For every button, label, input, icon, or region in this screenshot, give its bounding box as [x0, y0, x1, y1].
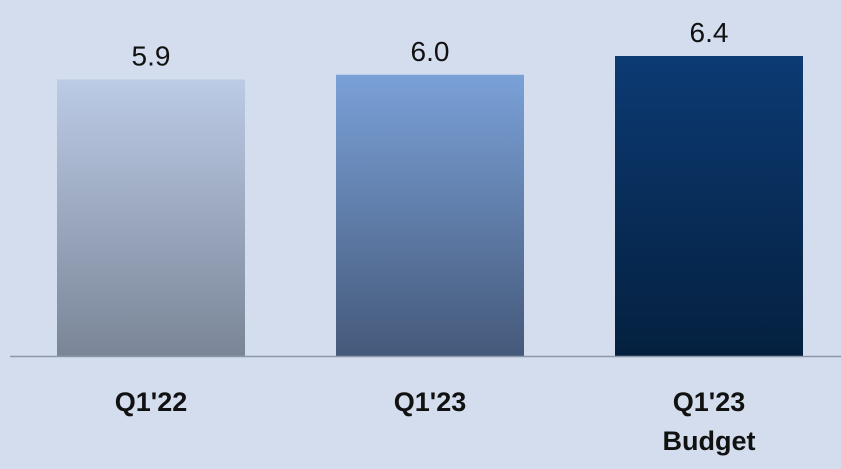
category-label-line: Q1'22: [115, 387, 187, 417]
value-label-1: 5.9: [132, 40, 171, 71]
bar-3: [615, 56, 803, 356]
category-label-line: Q1'23: [394, 387, 466, 417]
category-label-3: Q1'23 Budget: [663, 387, 756, 456]
value-label-3: 6.4: [690, 17, 729, 48]
category-label-line: Budget: [663, 426, 756, 456]
bars-group: [57, 56, 803, 356]
category-labels-group: Q1'22 Q1'23 Q1'23 Budget: [115, 387, 756, 456]
bar-1: [57, 79, 245, 356]
category-label-1: Q1'22: [115, 387, 187, 417]
bar-2: [336, 74, 524, 356]
value-label-2: 6.0: [411, 36, 450, 67]
category-label-2: Q1'23: [394, 387, 466, 417]
value-labels-group: 5.9 6.0 6.4: [132, 17, 729, 71]
category-label-line: Q1'23: [673, 387, 745, 417]
